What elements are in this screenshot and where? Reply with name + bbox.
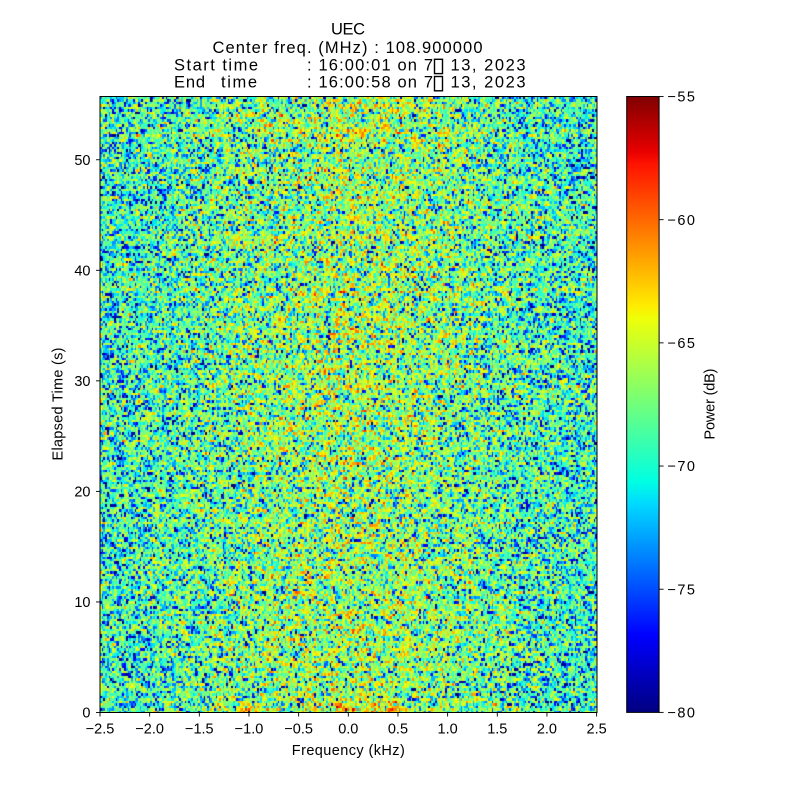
svg-text:−70: −70 xyxy=(668,459,696,475)
svg-text:Power (dB): Power (dB) xyxy=(703,369,719,440)
svg-text:−2.0: −2.0 xyxy=(135,722,164,738)
svg-text:0.5: 0.5 xyxy=(388,722,408,738)
svg-text:0.0: 0.0 xyxy=(338,722,358,738)
svg-text:Start time: Start time xyxy=(174,56,258,74)
svg-text:: 16:00:58 on 7: : 16:00:58 on 7 xyxy=(307,74,433,92)
svg-text:13, 2023: 13, 2023 xyxy=(451,74,526,92)
svg-text:: 16:00:01 on 7: : 16:00:01 on 7 xyxy=(307,56,433,74)
svg-text:Frequency (kHz): Frequency (kHz) xyxy=(292,743,405,759)
svg-text:2.0: 2.0 xyxy=(537,722,557,738)
svg-text:−60: −60 xyxy=(668,213,696,229)
svg-text:1.0: 1.0 xyxy=(438,722,458,738)
svg-text:40: 40 xyxy=(74,264,90,280)
svg-text:−0.5: −0.5 xyxy=(284,722,313,738)
svg-text:UEC: UEC xyxy=(331,21,365,39)
svg-text:2.5: 2.5 xyxy=(587,722,607,738)
svg-text:−2.5: −2.5 xyxy=(86,722,115,738)
svg-text:−65: −65 xyxy=(668,336,696,352)
svg-text:Center freq. (MHz) : 108.90000: Center freq. (MHz) : 108.900000 xyxy=(213,39,483,57)
svg-text:time: time xyxy=(221,74,257,92)
svg-text:10: 10 xyxy=(74,595,90,611)
svg-text:20: 20 xyxy=(74,485,90,501)
svg-text:1.5: 1.5 xyxy=(487,722,507,738)
svg-text:−1.0: −1.0 xyxy=(235,722,264,738)
svg-text:−1.5: −1.5 xyxy=(185,722,214,738)
svg-text:−75: −75 xyxy=(668,582,696,598)
svg-text:−55: −55 xyxy=(668,90,696,106)
svg-text:50: 50 xyxy=(74,153,90,169)
svg-text:Elapsed Time (s): Elapsed Time (s) xyxy=(51,348,67,461)
svg-text:30: 30 xyxy=(74,374,90,390)
svg-text:End: End xyxy=(174,74,205,92)
svg-text:13, 2023: 13, 2023 xyxy=(451,56,526,74)
svg-text:0: 0 xyxy=(82,706,90,722)
svg-text:−80: −80 xyxy=(668,706,696,722)
